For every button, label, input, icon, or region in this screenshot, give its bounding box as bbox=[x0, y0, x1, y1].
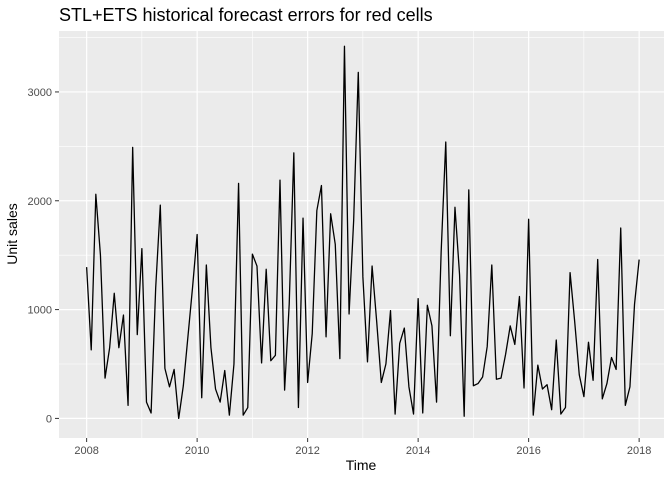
x-tick-label: 2016 bbox=[516, 445, 540, 457]
x-tick-label: 2018 bbox=[627, 445, 651, 457]
x-tick-label: 2010 bbox=[185, 445, 209, 457]
y-tick-label: 3000 bbox=[28, 87, 52, 99]
y-tick-label: 0 bbox=[46, 413, 52, 425]
x-tick-label: 2012 bbox=[295, 445, 319, 457]
y-axis-title: Unit sales bbox=[4, 203, 20, 264]
y-tick-label: 2000 bbox=[28, 196, 52, 208]
forecast-error-series-line bbox=[85, 45, 640, 420]
x-tick-label: 2008 bbox=[74, 445, 98, 457]
chart-title: STL+ETS historical forecast errors for r… bbox=[59, 5, 433, 25]
y-tick-label: 1000 bbox=[28, 305, 52, 317]
x-axis: 2008 2010 2012 2014 2016 2018 bbox=[74, 438, 651, 457]
y-axis: 0 1000 2000 3000 bbox=[28, 87, 59, 425]
x-tick-label: 2014 bbox=[406, 445, 430, 457]
x-axis-title: Time bbox=[346, 457, 377, 473]
